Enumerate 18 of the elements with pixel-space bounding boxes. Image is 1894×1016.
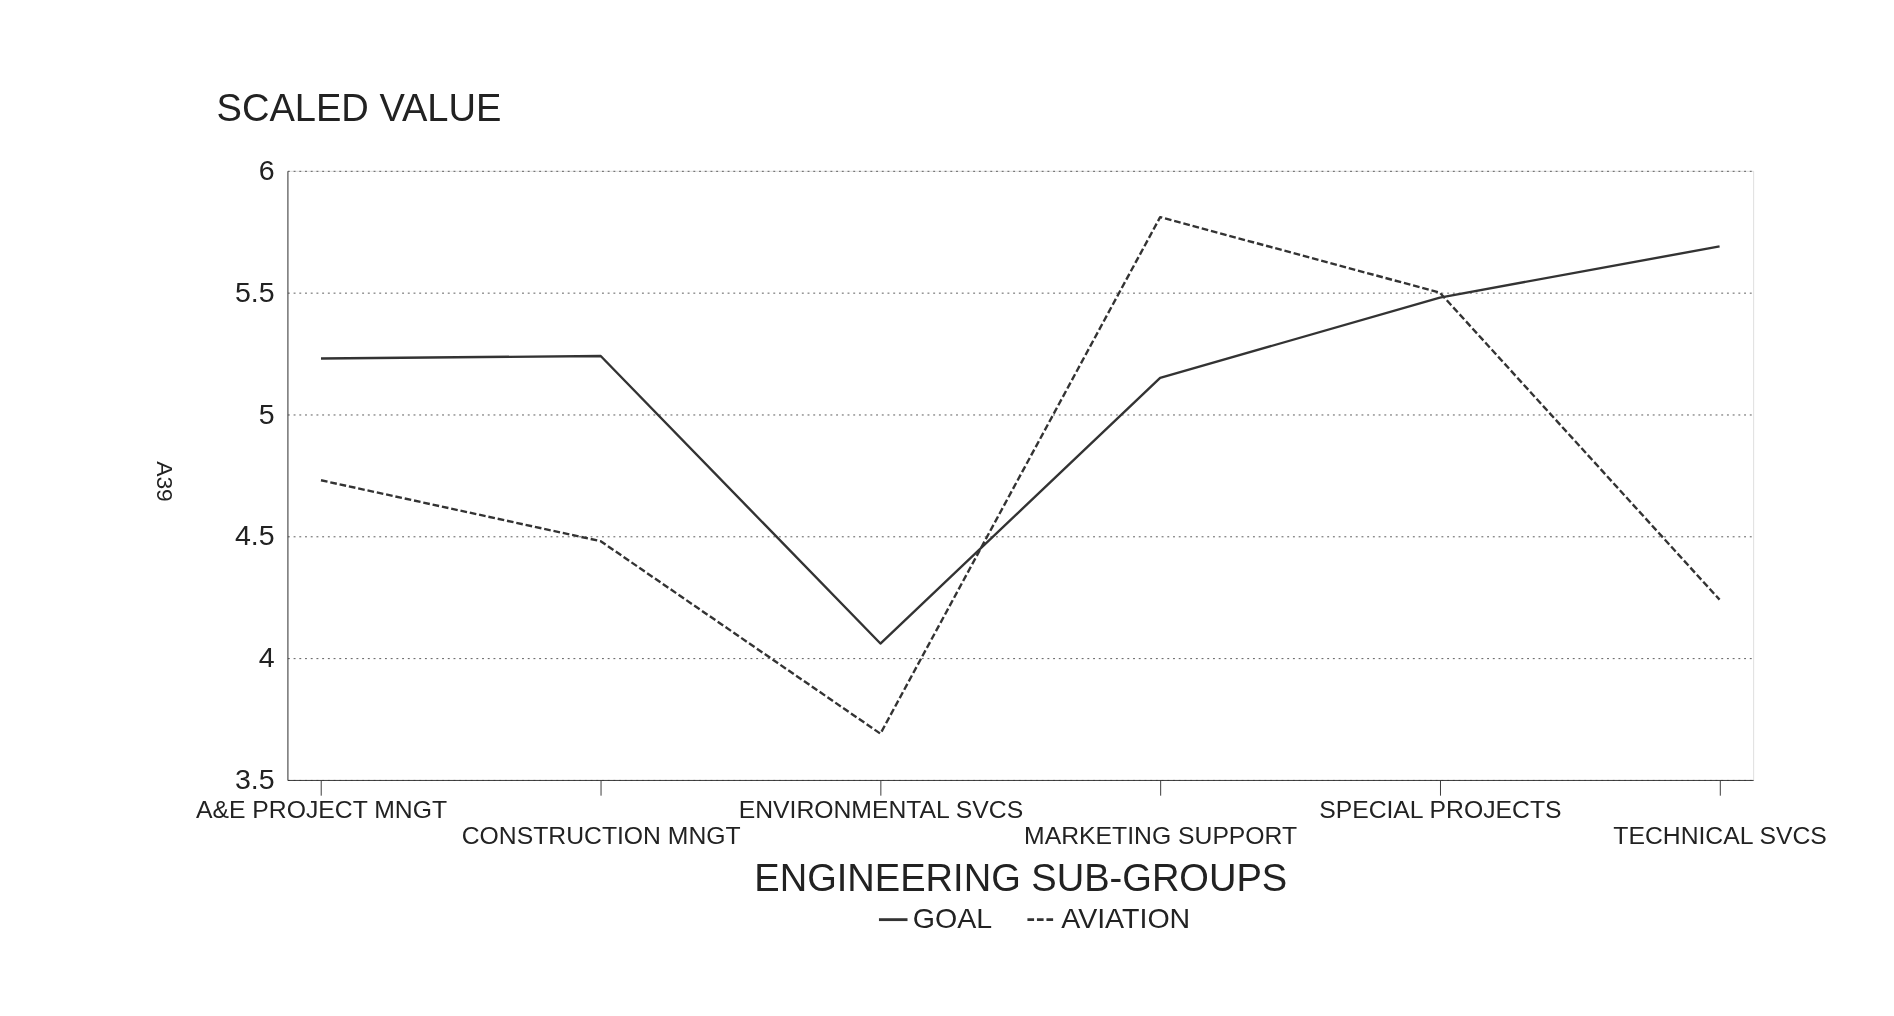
y-tick-label: 5.5	[234, 275, 275, 308]
x-tick-label: MARKETING SUPPORT	[1024, 822, 1298, 850]
text: A39	[152, 461, 179, 502]
y-tick-label: 4	[258, 641, 275, 674]
y-tick-label: 3.5	[234, 763, 275, 796]
line-series	[319, 215, 1721, 735]
y-tick-label: 5	[258, 397, 275, 430]
legend-label: AVIATION	[1061, 902, 1191, 935]
legend-label: GOAL	[912, 902, 993, 935]
y-tick-label: 4.5	[234, 519, 275, 552]
x-tick-label: A&E PROJECT MNGT	[195, 795, 447, 823]
x-tick-label: ENVIRONMENTAL SVCS	[738, 795, 1024, 823]
x-tick-label: TECHNICAL SVCS	[1613, 822, 1827, 850]
x-tick-label: SPECIAL PROJECTS	[1319, 795, 1562, 823]
y-axis-title: SCALED VALUE	[216, 86, 502, 129]
y-tick-label: 6	[258, 153, 275, 186]
x-axis-title: ENGINEERING SUB-GROUPS	[754, 856, 1288, 899]
x-tick-label: CONSTRUCTION MNGT	[461, 822, 741, 850]
